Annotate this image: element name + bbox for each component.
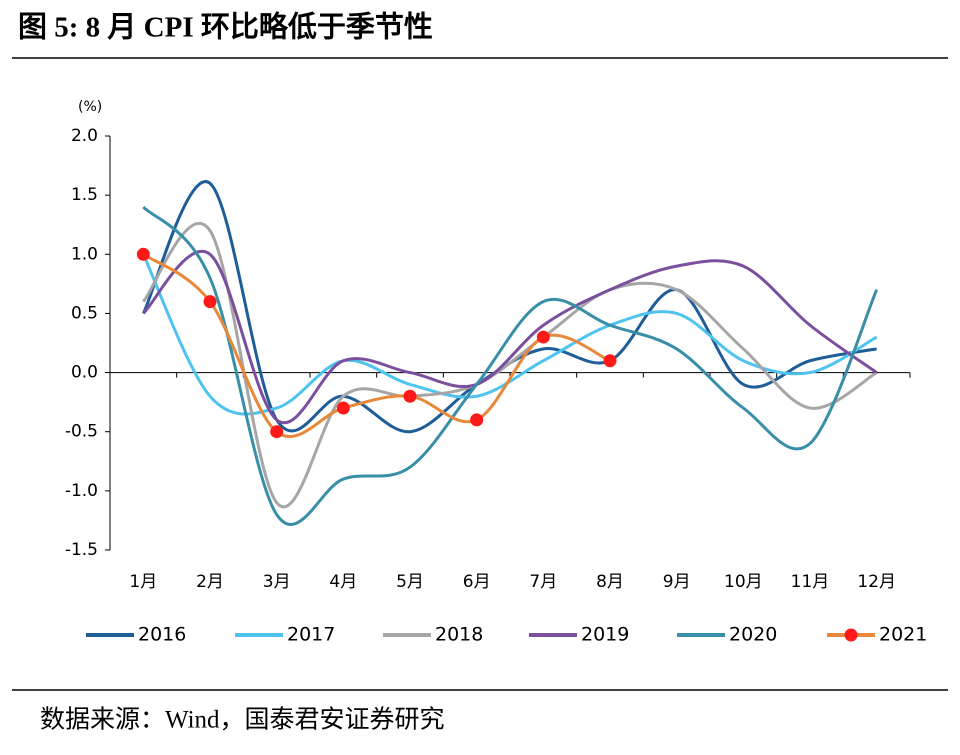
point	[470, 413, 484, 427]
x-tick-label: 12月	[857, 572, 896, 592]
y-tick-label: -1.5	[65, 540, 98, 560]
series-line	[142, 249, 878, 425]
y-tick-label: -0.5	[65, 422, 98, 442]
point	[270, 425, 284, 439]
y-tick-label: 2.0	[71, 126, 98, 146]
x-tick-label: 3月	[263, 572, 291, 592]
y-tick-label: 0.0	[71, 363, 98, 383]
point	[336, 401, 350, 415]
x-tick-label: 2月	[196, 572, 224, 592]
y-tick-label: 0.5	[71, 303, 98, 323]
y-tick-label: 1.0	[71, 244, 98, 264]
series-line	[141, 253, 878, 416]
legend-label: 2021	[879, 624, 927, 646]
point	[136, 247, 150, 261]
x-tick-label: 1月	[129, 572, 157, 592]
x-tick-label: 11月	[791, 572, 830, 592]
y-unit: (%)	[78, 99, 102, 115]
point	[536, 330, 550, 344]
x-tick-label: 7月	[529, 572, 557, 592]
legend-label: 2019	[581, 624, 629, 646]
point	[603, 354, 617, 368]
point	[403, 389, 417, 403]
x-tick-label: 4月	[329, 572, 357, 592]
x-tick-label: 8月	[596, 572, 624, 592]
legend-label: 2016	[138, 624, 186, 646]
series-line	[142, 205, 879, 526]
y-tick-label: 1.5	[71, 185, 98, 205]
legend-label: 2017	[287, 624, 335, 646]
x-tick-label: 5月	[396, 572, 424, 592]
legend-label: 2020	[729, 624, 777, 646]
y-tick-label: -1.0	[65, 481, 98, 501]
x-tick-label: 6月	[463, 572, 491, 592]
source: 数据来源：Wind，国泰君安证券研究	[40, 706, 445, 734]
legend-label: 2018	[435, 624, 483, 646]
series-line	[142, 253, 611, 439]
point	[203, 295, 217, 309]
legend-marker	[844, 628, 858, 642]
x-tick-label: 9月	[663, 572, 691, 592]
chart-title: 图 5: 8 月 CPI 环比略低于季节性	[18, 11, 433, 44]
x-tick-label: 10月	[724, 572, 763, 592]
